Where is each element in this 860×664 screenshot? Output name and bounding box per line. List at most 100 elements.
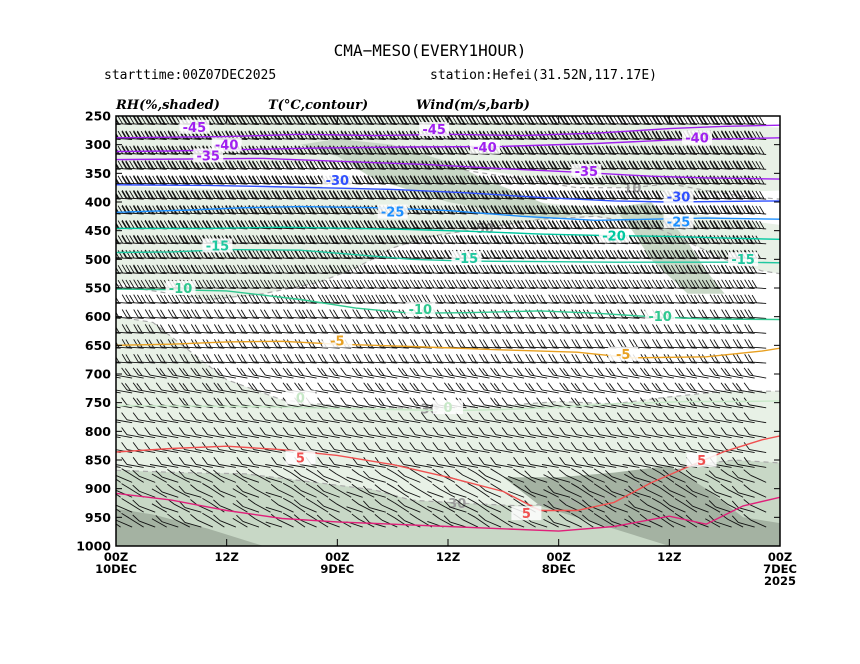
wind-barb [675, 204, 698, 215]
wind-barb [237, 294, 259, 304]
wind-barb [213, 279, 236, 290]
temperature-contour-label: 5 [522, 507, 531, 522]
wind-barb [698, 249, 721, 260]
wind-barb [375, 324, 398, 334]
wind-barb [571, 264, 594, 275]
wind-barb [548, 264, 571, 275]
wind-barb [536, 219, 559, 230]
wind-barb [467, 264, 490, 275]
wind-barb [605, 190, 628, 200]
wind-barb [675, 116, 698, 126]
y-tick-label: 900 [85, 481, 111, 496]
wind-barb [144, 234, 167, 245]
wind-barb [237, 116, 259, 126]
wind-barb [629, 116, 651, 126]
wind-barb [433, 264, 455, 275]
wind-barb [467, 324, 490, 334]
temperature-contour-label: -25 [667, 215, 691, 230]
wind-barb [167, 175, 190, 185]
wind-barb [525, 116, 548, 126]
wind-barb [467, 175, 490, 185]
wind-barb [490, 264, 513, 275]
station-label: station:Hefei(31.52N,117.17E) [430, 68, 657, 83]
wind-barb [248, 190, 271, 200]
y-tick-label: 750 [85, 395, 111, 410]
wind-barb [398, 279, 421, 290]
wind-barb [456, 279, 479, 290]
wind-barb [732, 279, 755, 290]
wind-barb [317, 160, 340, 170]
wind-barb [248, 116, 271, 126]
wind-barb [260, 264, 283, 275]
y-tick-label: 850 [85, 453, 111, 468]
chart-title: CMA−MESO(EVERY1HOUR) [334, 41, 527, 60]
wind-barb [271, 324, 294, 334]
wind-barb [213, 309, 236, 319]
wind-barb [744, 204, 767, 215]
temperature-contour-label: -20 [602, 230, 626, 245]
wind-barb [133, 116, 156, 126]
wind-barb [409, 234, 432, 245]
wind-barb [121, 294, 144, 304]
wind-barb [421, 264, 444, 275]
wind-barb [548, 249, 571, 260]
y-tick-label: 350 [85, 166, 111, 181]
wind-barb [248, 175, 271, 185]
wind-barb [167, 294, 190, 304]
wind-barb [363, 294, 386, 304]
start-time-label: starttime:00Z07DEC2025 [104, 68, 276, 83]
wind-barb [640, 294, 663, 304]
wind-barb [340, 234, 363, 245]
wind-barb [594, 264, 617, 275]
wind-barb [536, 175, 559, 185]
wind-barb [375, 294, 398, 304]
wind-barb [605, 175, 628, 185]
wind-barb [513, 264, 536, 275]
wind-barb [116, 257, 121, 260]
wind-barb [686, 249, 709, 260]
wind-barb [502, 219, 525, 230]
wind-barb [663, 249, 686, 260]
wind-barb [571, 294, 594, 304]
wind-barb [271, 279, 294, 290]
wind-barb [116, 317, 121, 319]
wind-barb [248, 249, 271, 260]
temperature-contour-label: -25 [381, 206, 405, 221]
temperature-contour-label: -15 [731, 253, 755, 268]
wind-barb [525, 249, 548, 260]
legend-rh: RH(%,shaded) [115, 98, 220, 113]
wind-barb [398, 324, 421, 334]
wind-barb [202, 264, 225, 275]
temperature-contour-label: -10 [169, 282, 193, 297]
wind-barb [686, 204, 709, 215]
y-tick-label: 400 [85, 195, 111, 210]
wind-barb [237, 309, 259, 319]
x-tick-label: 12Z [657, 550, 681, 564]
wind-barb [306, 234, 329, 245]
temperature-contour-label: -5 [616, 348, 630, 363]
wind-barb [133, 145, 156, 155]
wind-barb [202, 324, 225, 334]
wind-barb [709, 279, 732, 290]
wind-barb [283, 116, 306, 126]
wind-barb [502, 264, 525, 275]
wind-barb [617, 175, 640, 185]
wind-barb [144, 279, 167, 290]
wind-barb [179, 160, 202, 170]
wind-barb [686, 309, 709, 319]
wind-barb [248, 294, 271, 304]
rh-contour-line [411, 161, 780, 200]
wind-barb [306, 324, 329, 334]
wind-barb [329, 279, 352, 290]
wind-barb [617, 160, 640, 170]
wind-barb [617, 294, 640, 304]
wind-barb [237, 279, 259, 290]
wind-barb [640, 249, 663, 260]
wind-barb [663, 204, 686, 215]
wind-barb [167, 264, 190, 275]
wind-barb [213, 324, 236, 334]
wind-barb [116, 175, 133, 185]
wind-barb [433, 324, 455, 334]
wind-barb [179, 264, 202, 275]
wind-barb [294, 324, 317, 334]
